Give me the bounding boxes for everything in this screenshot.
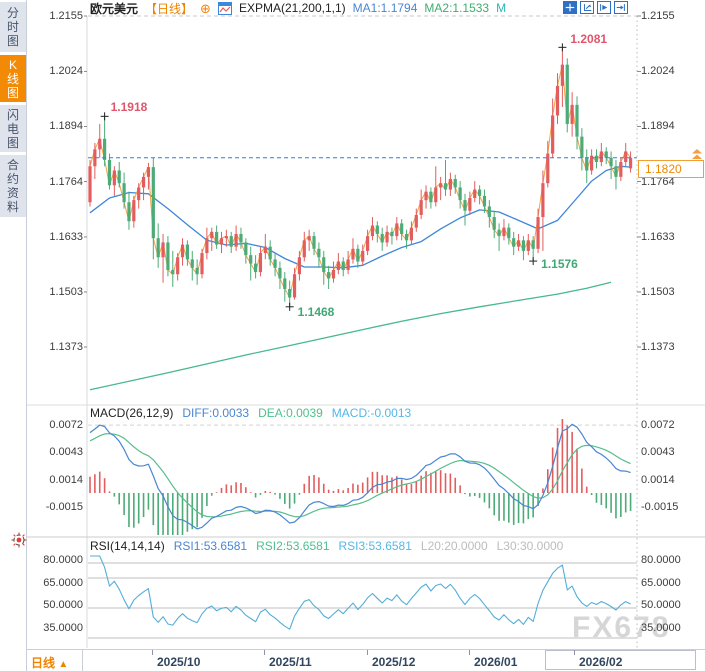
price-axis-label-left: 1.1373 xyxy=(49,341,83,353)
period-tag: 【日线】 xyxy=(145,1,194,16)
rsi-l20-value: L20:20.0000 xyxy=(420,539,488,553)
time-axis-label: 2026/02 xyxy=(579,655,623,669)
rsi-axis-label-right: 50.0000 xyxy=(641,599,681,611)
price-axis-label-left: 1.1894 xyxy=(49,120,83,133)
divider xyxy=(82,650,83,671)
macd-panel-header: MACD(26,12,9) DIFF:0.0033 DEA:0.0039 MAC… xyxy=(90,406,411,420)
macd-title: MACD(26,12,9) xyxy=(90,406,174,420)
chevron-up-icon: ▲ xyxy=(58,659,69,670)
price-axis-label-right: 1.1633 xyxy=(641,230,675,243)
playback-icon[interactable] xyxy=(597,1,611,14)
price-axis-label-right: 1.1503 xyxy=(641,285,675,298)
macd-diff-value: DIFF:0.0033 xyxy=(182,406,250,420)
sidebar-tab-kline[interactable]: K 线 图 xyxy=(0,55,26,102)
rsi-title: RSI(14,14,14) xyxy=(90,539,165,553)
macd-axis-label-right: -0.0015 xyxy=(641,501,679,514)
rsi-axis-label-right: 80.0000 xyxy=(641,554,681,566)
rsi-axis-label-left: 50.0000 xyxy=(43,599,83,611)
rsi-l30-value: L30:30.0000 xyxy=(496,539,564,553)
price-axis-label-right: 1.1373 xyxy=(641,341,675,353)
current-price-box: 1.1820 xyxy=(638,160,704,178)
time-axis-tick xyxy=(574,650,575,655)
watermark: FX678 xyxy=(572,611,671,644)
time-axis-label: 2026/01 xyxy=(474,655,518,669)
ma1-value: MA1:1.1794 xyxy=(352,1,418,15)
indicator-chart-icon[interactable] xyxy=(217,1,232,15)
rsi-axis-label-left: 80.0000 xyxy=(43,554,83,566)
time-axis-label: 2025/11 xyxy=(269,655,312,669)
swing-high-label: 1.2081 xyxy=(570,32,608,47)
time-axis-tick xyxy=(152,650,153,655)
chart-toolbar xyxy=(563,1,628,14)
macd-axis-label-left: -0.0015 xyxy=(45,501,83,514)
m-label: M xyxy=(496,1,507,15)
macd-axis-label-right: 0.0043 xyxy=(641,446,675,459)
macd-axis-label-right: 0.0072 xyxy=(641,419,675,432)
price-axis-label-right: 1.2024 xyxy=(641,65,675,78)
rsi3-value: RSI3:53.6581 xyxy=(338,539,412,553)
plus-circle-icon[interactable]: ⊕ xyxy=(200,0,211,16)
time-axis-tick xyxy=(469,650,470,655)
period-selector-button[interactable]: 日线 ▲ xyxy=(31,654,68,671)
sidebar-tab-contract-info[interactable]: 合 约 资 料 xyxy=(0,155,26,217)
chart-header: 欧元美元 【日线】 ⊕ EXPMA(21,200,1,1) MA1:1.1794… xyxy=(90,0,506,16)
pan-right-icon[interactable] xyxy=(614,1,628,14)
symbol-name: 欧元美元 xyxy=(90,1,139,16)
time-axis-tick xyxy=(367,650,368,655)
axis-range-icon[interactable] xyxy=(580,1,594,14)
time-axis-label: 2025/10 xyxy=(157,655,201,669)
swing-high-label: 1.1918 xyxy=(110,100,148,115)
indicator-title: EXPMA(21,200,1,1) xyxy=(238,1,346,15)
price-axis-label-left: 1.1633 xyxy=(49,230,83,243)
rsi-axis-label-left: 35.0000 xyxy=(43,621,83,634)
rsi1-value: RSI1:53.6581 xyxy=(173,539,248,553)
macd-hist-value: MACD:-0.0013 xyxy=(331,406,412,420)
crosshair-icon[interactable] xyxy=(563,1,577,14)
price-axis-label-right: 1.1764 xyxy=(641,175,675,188)
macd-axis-label-right: 0.0014 xyxy=(641,473,675,486)
price-axis-label-left: 1.1503 xyxy=(49,285,83,298)
sidebar-tab-lightning[interactable]: 闪 电 图 xyxy=(0,105,26,152)
scroll-to-latest-icon[interactable] xyxy=(691,148,703,160)
macd-dea-value: DEA:0.0039 xyxy=(258,406,323,420)
rsi-panel-header: RSI(14,14,14) RSI1:53.6581 RSI2:53.6581 … xyxy=(90,539,563,553)
period-label: 日线 xyxy=(31,656,56,670)
price-axis-label-left: 1.2155 xyxy=(49,10,83,22)
time-axis-tick xyxy=(264,650,265,655)
time-axis-bar: 日线 ▲ 2025/10 2025/11 2025/12 2026/01 2026/02 xyxy=(27,649,705,671)
hot-quote-icon[interactable] xyxy=(10,531,28,549)
price-axis-label-left: 1.2024 xyxy=(49,65,83,78)
swing-low-label: 1.1468 xyxy=(297,304,335,319)
macd-axis-label-left: 0.0043 xyxy=(49,446,83,459)
rsi2-value: RSI2:53.6581 xyxy=(256,539,330,553)
ma2-value: MA2:1.1533 xyxy=(424,1,490,15)
sidebar-tab-timeshare[interactable]: 分 时 图 xyxy=(0,2,26,52)
macd-axis-label-left: 0.0014 xyxy=(49,473,83,486)
rsi-axis-label-left: 65.0000 xyxy=(43,576,83,589)
time-axis-label: 2025/12 xyxy=(372,655,416,669)
swing-low-label: 1.1576 xyxy=(541,257,578,272)
sidebar: 分 时 图 K 线 图 闪 电 图 合 约 资 料 xyxy=(0,0,27,671)
rsi-axis-label-right: 35.0000 xyxy=(641,621,681,634)
latest-range-box xyxy=(545,650,696,670)
price-axis-label-right: 1.1894 xyxy=(641,120,675,133)
price-axis-label-left: 1.1764 xyxy=(49,175,83,188)
macd-axis-label-left: 0.0072 xyxy=(49,419,83,432)
rsi-axis-label-right: 65.0000 xyxy=(641,576,681,589)
price-axis-label-right: 1.2155 xyxy=(641,10,675,22)
